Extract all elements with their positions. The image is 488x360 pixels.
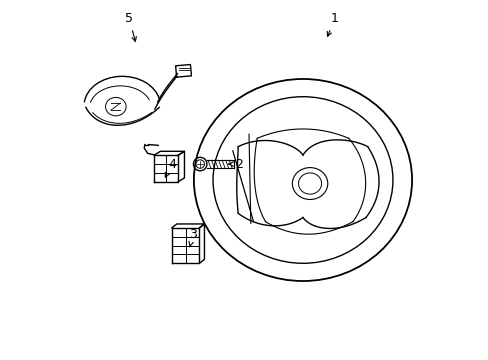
Text: 3: 3	[188, 229, 197, 247]
Text: 2: 2	[228, 158, 243, 171]
Text: 1: 1	[326, 12, 338, 36]
Text: 4: 4	[165, 158, 175, 177]
Text: 5: 5	[125, 12, 136, 41]
